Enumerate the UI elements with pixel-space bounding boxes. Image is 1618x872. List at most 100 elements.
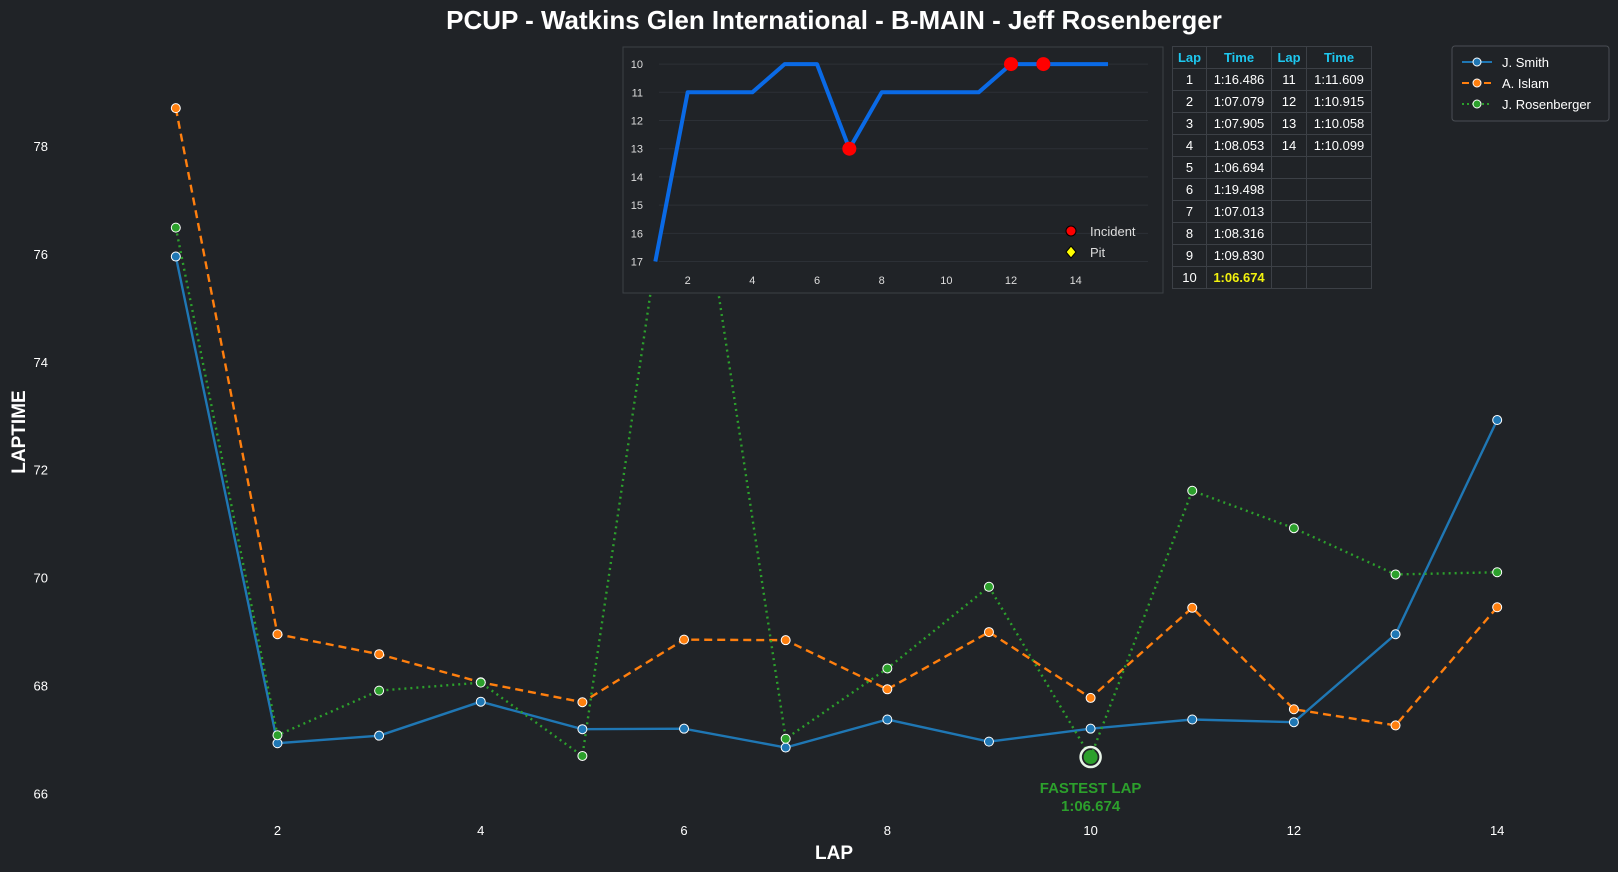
data-point <box>1390 720 1401 731</box>
lap-time-cell: 1:10.099 <box>1306 134 1372 157</box>
inset-x-tick-label: 2 <box>685 275 691 287</box>
lap-number-cell <box>1271 200 1307 223</box>
lap-number-cell: 7 <box>1172 200 1207 223</box>
lap-number-cell: 11 <box>1271 68 1307 91</box>
lap-number-cell: 1 <box>1172 68 1207 91</box>
series-line <box>174 256 1499 749</box>
incident-marker <box>842 141 857 156</box>
inset-x-tick-label: 4 <box>749 275 755 287</box>
table-row: 3 1:07.905 13 1:10.058 <box>1172 112 1372 135</box>
data-point <box>272 730 283 741</box>
lap-time-cell: 1:19.498 <box>1206 178 1272 201</box>
table-row: 7 1:07.013 <box>1172 200 1372 223</box>
data-point <box>1390 629 1401 640</box>
table-row: 5 1:06.694 <box>1172 156 1372 179</box>
y-tick-label: 76 <box>34 247 48 262</box>
inset-x-tick-label: 8 <box>879 275 885 287</box>
lap-time-table: Lap Time Lap Time 1 1:16.486 11 1:11.609 2 1:… <box>1172 46 1372 289</box>
lap-time-cell <box>1306 200 1372 223</box>
incident-legend-icon <box>1065 225 1077 237</box>
inset-grid <box>659 63 1148 263</box>
inset-position-line <box>653 62 1109 262</box>
inset-y-tick-label: 13 <box>631 144 643 156</box>
table-row: 4 1:08.053 14 1:10.099 <box>1172 134 1372 157</box>
inset-y-tick-label: 14 <box>631 172 643 184</box>
inset-position-polyline <box>653 62 1109 262</box>
lap-number-cell: 6 <box>1172 178 1207 201</box>
legend-label-smith: J. Smith <box>1502 55 1549 70</box>
lap-number-cell: 13 <box>1271 112 1307 135</box>
data-point <box>1492 602 1503 613</box>
lap-time-cell <box>1306 266 1372 289</box>
inset-y-ticks: 10 11 12 13 14 15 16 17 <box>631 59 643 268</box>
data-point <box>1492 567 1503 578</box>
fastest-lap-annotation: FASTEST LAP 1:06.674 <box>1040 745 1141 815</box>
lap-time-cell <box>1306 156 1372 179</box>
inset-x-tick-label: 6 <box>814 275 820 287</box>
data-point <box>679 723 690 734</box>
data-point <box>374 685 385 696</box>
position-inset: 2 4 6 8 10 12 14 10 11 12 13 14 15 16 17 Incident Pit <box>622 46 1164 294</box>
lap-time-cell: 1:08.053 <box>1206 134 1272 157</box>
lap-number-cell <box>1271 244 1307 267</box>
chart-title: PCUP - Watkins Glen International - B-MA… <box>446 5 1222 35</box>
data-point <box>679 634 690 645</box>
legend-label-rosenberger: J. Rosenberger <box>1502 97 1592 112</box>
lap-time-cell: 1:07.905 <box>1206 112 1272 135</box>
data-point <box>1288 523 1299 534</box>
data-point <box>1390 569 1401 580</box>
y-tick-label: 70 <box>34 571 48 586</box>
y-tick-label: 74 <box>34 355 48 370</box>
x-ticks: 2 4 6 8 10 12 14 <box>274 823 1505 838</box>
lap-table-header: Lap Time Lap Time <box>1172 46 1372 69</box>
lap-time-cell: 1:06.694 <box>1206 156 1272 179</box>
legend: J. Smith A. Islam J. Rosenberger <box>1451 45 1610 122</box>
x-axis-label: LAP <box>815 843 853 864</box>
lap-time-cell <box>1306 222 1372 245</box>
data-point <box>170 222 181 233</box>
legend-marker-rosenberger <box>1472 99 1482 109</box>
inset-frame <box>622 46 1164 294</box>
legend-marker-islam <box>1472 78 1482 88</box>
table-row: 10 1:06.674 <box>1172 266 1372 289</box>
pit-legend-label: Pit <box>1090 245 1106 260</box>
lap-time-cell: 1:08.316 <box>1206 222 1272 245</box>
lap-number-cell: 12 <box>1271 90 1307 113</box>
inset-legend: Incident Pit <box>1065 224 1136 260</box>
lap-time-cell: 1:11.609 <box>1306 68 1372 91</box>
y-axis-label: LAPTIME <box>9 390 30 473</box>
y-tick-label: 72 <box>34 463 48 478</box>
data-point <box>1085 723 1096 734</box>
inset-y-tick-label: 17 <box>631 257 643 269</box>
x-tick-label: 4 <box>477 823 484 838</box>
data-point <box>780 635 791 646</box>
data-point <box>1288 704 1299 715</box>
table-row: 9 1:09.830 <box>1172 244 1372 267</box>
y-tick-label: 66 <box>34 786 48 801</box>
data-point <box>1187 485 1198 496</box>
inset-x-tick-label: 12 <box>1005 275 1017 287</box>
lap-number-cell: 14 <box>1271 134 1307 157</box>
fastest-lap-time: 1:06.674 <box>1061 798 1121 815</box>
data-point <box>170 251 181 262</box>
data-point <box>577 697 588 708</box>
legend-label-islam: A. Islam <box>1502 76 1549 91</box>
data-point <box>1187 714 1198 725</box>
pit-legend-icon <box>1065 245 1077 259</box>
data-point <box>1492 415 1503 426</box>
data-point <box>882 663 893 674</box>
data-point <box>170 103 181 114</box>
inset-y-tick-label: 16 <box>631 228 643 240</box>
lap-time-cell: 1:07.013 <box>1206 200 1272 223</box>
data-point <box>780 733 791 744</box>
data-point <box>1187 602 1198 613</box>
data-point <box>475 696 486 707</box>
lap-header: Lap <box>1172 46 1207 69</box>
table-row: 1 1:16.486 11 1:11.609 <box>1172 68 1372 91</box>
table-row: 2 1:07.079 12 1:10.915 <box>1172 90 1372 113</box>
inset-incident-markers <box>842 57 1051 156</box>
lap-number-cell: 2 <box>1172 90 1207 113</box>
series-line <box>174 107 1499 727</box>
data-point <box>983 627 994 638</box>
